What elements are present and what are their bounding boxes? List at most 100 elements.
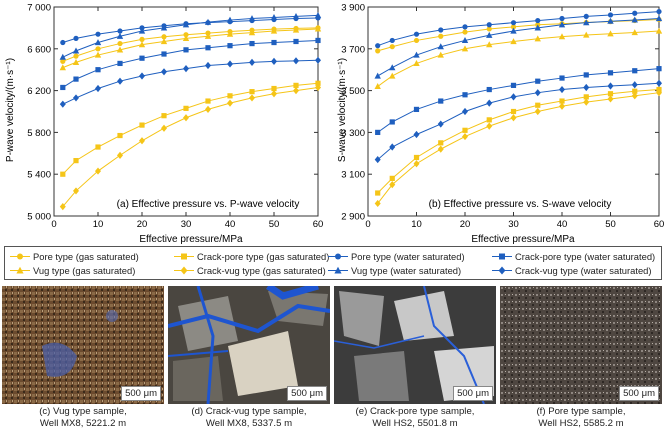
data-point [139,36,145,42]
data-point [437,145,444,153]
data-point [607,70,614,76]
y-tick-label: 5 000 [27,212,51,223]
data-point [389,44,395,50]
series-line [62,86,319,207]
y-tick-label: 3 100 [341,170,365,181]
data-point [94,51,102,58]
data-point [117,60,123,67]
photo-crack-vug-sample: 500 μm [168,286,330,404]
data-point [117,151,123,159]
legend-symbol [17,253,23,260]
x-tick-label: 30 [508,219,519,230]
data-point [205,105,211,114]
data-point [559,15,565,22]
data-point [438,27,444,33]
data-point [95,67,101,73]
data-point [59,100,66,108]
data-point [183,65,189,73]
data-point [315,37,321,44]
data-point [632,68,638,74]
data-point [486,22,492,28]
data-point [117,40,123,47]
data-point [438,98,444,104]
data-point [462,24,468,30]
x-tick-label: 40 [557,219,568,230]
y-tick-label: 3 700 [341,44,365,55]
data-point [632,88,638,94]
data-point [656,89,662,97]
data-point [389,64,396,71]
data-point [510,27,517,34]
data-point [656,79,662,87]
data-point [59,53,66,60]
data-point [656,66,662,72]
scale-bar: 500 μm [453,386,493,401]
data-point [161,113,167,119]
x-tick-label: 0 [51,219,56,230]
data-point [249,58,255,66]
data-point [204,32,212,39]
data-point [374,199,381,208]
data-point [248,15,256,22]
data-point [116,32,124,39]
data-point [73,94,79,102]
data-point [583,94,589,100]
thin-section-image [2,286,164,404]
data-point [95,31,101,37]
series-line [377,92,660,204]
data-point [248,29,256,36]
data-point [413,37,420,44]
p-wave-y-axis-label: P-wave velocity/(m·s⁻¹) [5,58,16,162]
x-tick-label: 60 [654,219,665,230]
data-point [510,20,517,26]
y-tick-label: 3 300 [341,128,365,139]
x-tick-label: 50 [269,219,280,230]
x-tick-label: 0 [365,219,370,230]
x-tick-label: 60 [313,219,324,230]
data-point [139,72,145,80]
thin-section-image [500,286,662,404]
data-point [438,140,444,146]
data-point [413,154,420,161]
data-point [227,93,233,99]
data-point [583,83,590,92]
data-point [462,29,468,35]
y-tick-label: 6 200 [27,86,51,97]
legend-symbol [181,253,187,260]
data-point [59,202,66,211]
data-point [510,38,517,45]
data-point [271,39,277,46]
data-point [559,75,565,81]
data-point [413,60,420,67]
data-point [655,27,663,34]
x-tick-label: 40 [225,219,236,230]
series-line [62,82,319,175]
data-point [413,51,420,58]
legend-symbol [498,266,506,275]
data-point [226,30,234,37]
s-wave-panel-label: (b) Effective pressure vs. S-wave veloci… [429,199,612,210]
data-point [315,80,321,86]
data-point [389,181,396,189]
data-point [293,38,299,45]
series-line [377,82,660,160]
data-point [486,117,492,123]
data-point [161,68,167,76]
series-line [377,89,660,194]
data-point [293,57,299,65]
series-line [377,17,660,77]
data-point [249,89,255,95]
data-point [249,94,255,102]
s-wave-y-axis-label: S-wave velocity/(m·s⁻¹) [337,58,348,162]
data-point [60,84,66,91]
data-point [374,83,381,90]
data-point [293,82,299,88]
data-point [72,47,80,54]
data-point [139,122,145,128]
data-point [315,83,321,92]
data-point [607,30,614,37]
data-point [535,102,541,108]
data-point [583,19,590,26]
photo-caption: (e) Crack-pore type sample, Well HS2, 550… [355,406,475,429]
data-point [413,31,420,37]
